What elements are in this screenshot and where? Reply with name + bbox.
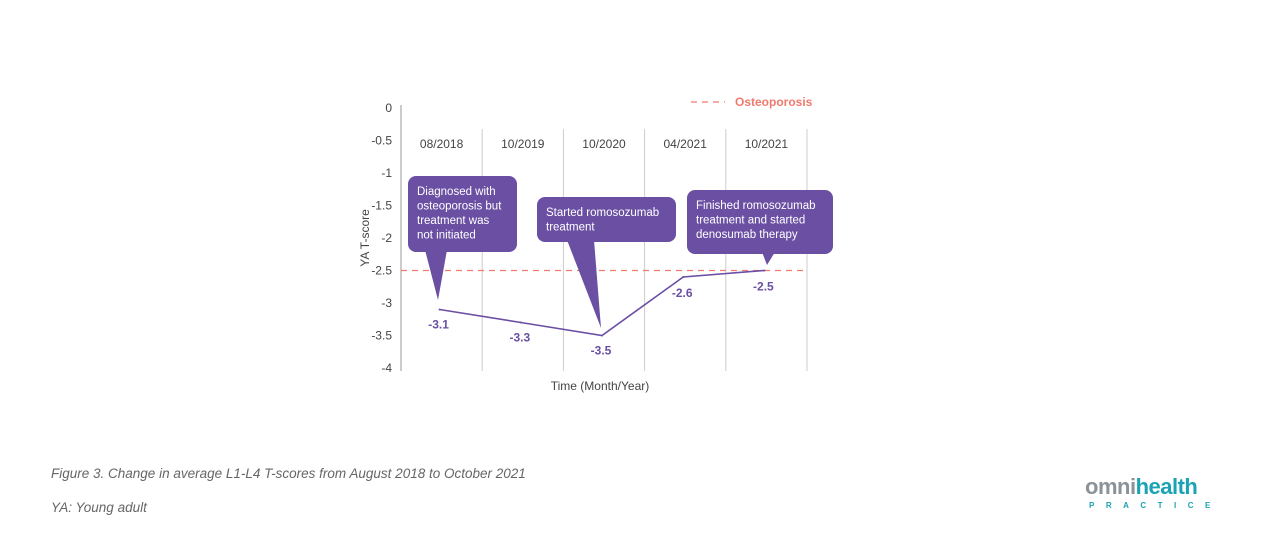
callout-text: not initiated <box>417 230 476 242</box>
y-tick-label: -3.5 <box>371 329 392 343</box>
callout-box <box>408 176 517 252</box>
data-point <box>519 321 522 324</box>
x-category-label: 10/2020 <box>582 137 626 151</box>
callout-text: Finished romosozumab <box>696 200 816 212</box>
callout-text: Started romosozumab <box>546 207 659 219</box>
data-label: -3.5 <box>591 344 612 358</box>
legend-label-osteoporosis: Osteoporosis <box>735 95 813 109</box>
figure-caption: Figure 3. Change in average L1-L4 T-scor… <box>51 466 526 481</box>
data-label: -3.1 <box>428 318 449 332</box>
data-point <box>682 276 685 278</box>
callout-pointer <box>425 250 447 300</box>
callout-pointer <box>762 252 775 265</box>
logo-health: health <box>1135 474 1198 499</box>
callout-pointer <box>567 240 601 328</box>
abbreviation-note: YA: Young adult <box>51 500 147 515</box>
y-tick-label: -3 <box>381 296 392 310</box>
callout-text: osteoporosis but <box>417 201 502 213</box>
data-point <box>438 308 441 311</box>
callout-box <box>687 190 833 254</box>
y-tick-label: -4 <box>381 361 392 375</box>
data-point <box>601 334 603 337</box>
y-tick-label: -1.5 <box>371 199 392 213</box>
callout-text: treatment <box>546 222 595 234</box>
callout-text: denosumab therapy <box>696 229 798 241</box>
y-tick-label: -0.5 <box>371 134 392 148</box>
x-category-label: 10/2019 <box>501 137 545 151</box>
x-axis-title: Time (Month/Year) <box>551 379 649 393</box>
y-tick-label: -2.5 <box>371 264 392 278</box>
data-label: -2.6 <box>672 286 693 300</box>
x-category-label: 08/2018 <box>420 137 464 151</box>
data-point <box>763 269 766 272</box>
x-category-label: 04/2021 <box>664 137 708 151</box>
y-tick-label: 0 <box>385 101 392 115</box>
data-label: -3.3 <box>509 331 530 345</box>
logo-practice: PRACTICE <box>1089 501 1222 510</box>
y-axis-title: YA T-score <box>358 209 372 267</box>
callout-box <box>537 197 676 242</box>
logo-omni: omni <box>1085 474 1136 499</box>
data-label: -2.5 <box>753 280 774 294</box>
y-tick-label: -1 <box>381 166 392 180</box>
callout-text: Diagnosed with <box>417 186 496 198</box>
callout-text: treatment and started <box>696 215 805 227</box>
y-tick-label: -2 <box>381 231 392 245</box>
omnihealth-logo: omnihealth PRACTICE <box>1085 474 1222 511</box>
series-line <box>439 269 765 337</box>
x-category-label: 10/2021 <box>745 137 789 151</box>
callout-text: treatment was <box>417 215 489 227</box>
